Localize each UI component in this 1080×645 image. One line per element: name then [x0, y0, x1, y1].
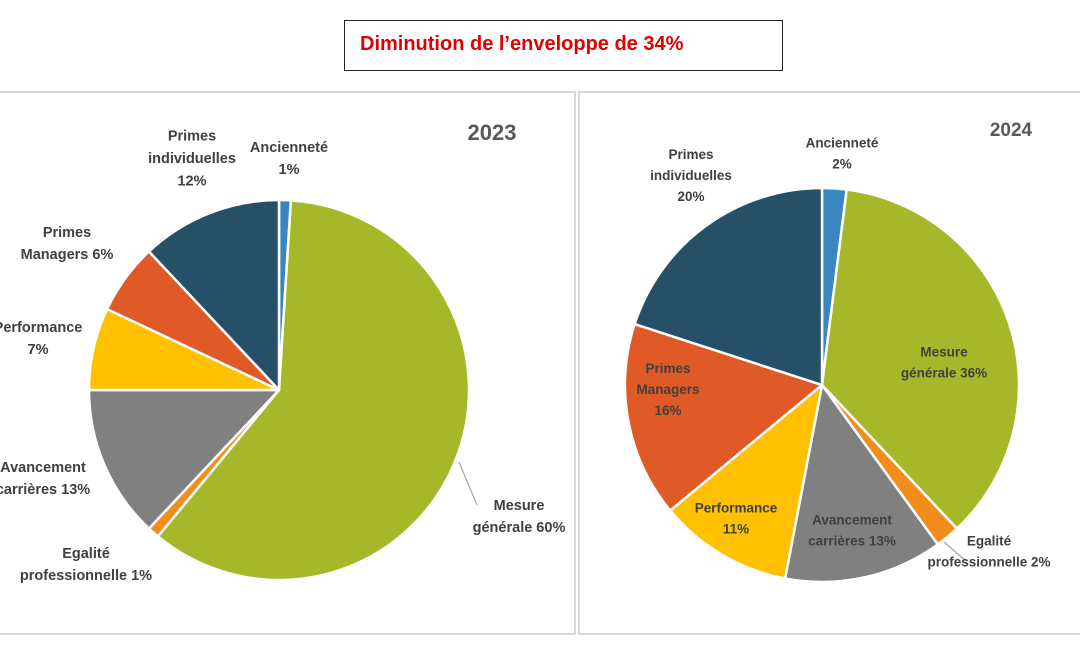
slice-performance-2024 — [668, 383, 824, 580]
slice-primes-individuelles-2024 — [633, 186, 824, 387]
data-label-primes-managers-2023: Primes Managers 6% — [21, 225, 114, 263]
data-label-anciennete-2023: Ancienneté 1% — [250, 140, 328, 178]
leader-line-mesure-generale-2023 — [458, 461, 478, 506]
data-label-primes-individuelles-2024: Primes individuelles 20% — [650, 147, 732, 204]
pie-chart-2024: Ancienneté 2% Mesure générale 36% Egalité pro… — [623, 120, 1051, 584]
slice-mesure-generale-2023 — [156, 199, 471, 582]
slice-mesure-generale-2024 — [820, 188, 1021, 530]
data-label-mesure-generale-2023: Mesure générale 60% — [473, 498, 566, 536]
data-label-primes-individuelles-2023: Primes individuelles 12% — [148, 129, 236, 190]
data-label-anciennete-2024: Ancienneté 2% — [806, 136, 879, 172]
banner-title: Diminution de l’enveloppe de 34% — [360, 33, 684, 55]
chart-title-2023: 2023 — [468, 120, 517, 145]
title-banner: Diminution de l’enveloppe de 34% — [344, 20, 783, 71]
data-label-performance-2024: Performance 11% — [695, 501, 778, 537]
data-label-mesure-generale-2024: Mesure générale 36% — [901, 345, 987, 381]
slice-primes-individuelles-2023 — [147, 198, 281, 392]
slice-avancement-carrieres-2024 — [783, 383, 940, 584]
chart-title-2024: 2024 — [990, 120, 1033, 141]
data-label-avancement-carrieres-2024: Avancement carrières 13% — [808, 513, 896, 549]
data-label-egalite-professionnelle-2024: Egalité professionnelle 2% — [927, 534, 1050, 570]
data-label-egalite-professionnelle-2023: Egalité professionnelle 1% — [20, 546, 152, 584]
pie-chart-2023: Ancienneté 1% Mesure générale 60% Egalité pro… — [0, 120, 565, 584]
slice-avancement-carrieres-2023 — [87, 388, 281, 530]
data-label-primes-managers-2024: Primes Managers 16% — [636, 361, 699, 418]
data-label-performance-2023: Performance 7% — [0, 320, 82, 358]
leader-line-egalite-professionnelle-2024 — [943, 541, 967, 562]
data-label-avancement-carrieres-2023: Avancement carrières 13% — [0, 460, 90, 498]
slice-primes-managers-2024 — [623, 322, 824, 512]
